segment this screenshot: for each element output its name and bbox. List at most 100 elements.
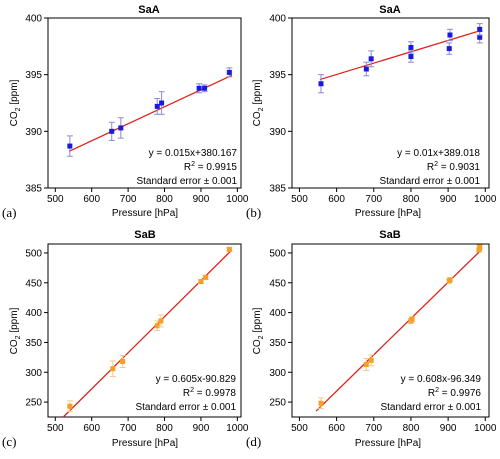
x-tick-label: 800 (403, 194, 420, 205)
data-point (159, 100, 165, 106)
y-tick-label: 450 (25, 278, 42, 289)
data-point (202, 85, 208, 91)
fit-equation: y = 0.015x+380.167 (149, 148, 238, 159)
y-tick-label: 350 (269, 338, 286, 349)
data-point (109, 128, 115, 134)
y-tick-label: 500 (25, 248, 42, 259)
x-tick-label: 1000 (474, 423, 497, 434)
x-tick-label: 800 (156, 423, 173, 434)
panel-label: (a) (2, 205, 16, 220)
data-point (318, 81, 324, 87)
data-point (477, 244, 483, 250)
fit-equation: y = 0.605x-90.829 (156, 374, 237, 385)
y-axis: 250 300 350 400 450 500 (269, 248, 292, 409)
fit-line-group (315, 249, 483, 412)
y-tick-label: 390 (269, 127, 286, 138)
x-tick-label: 700 (365, 194, 382, 205)
x-tick-label: 900 (193, 194, 210, 205)
data-point (226, 69, 232, 75)
panel-label: (b) (246, 205, 261, 220)
x-tick-label: 800 (403, 423, 420, 434)
x-tick-label: 1000 (226, 194, 249, 205)
r-squared: R2 = 0.9978 (183, 387, 237, 399)
y-axis: 250 300 350 400 450 500 (25, 248, 48, 409)
data-points (66, 246, 233, 413)
panel-title: SaA (138, 4, 159, 16)
y-axis-label: CO2 [ppm] (9, 79, 22, 126)
x-tick-label: 700 (120, 423, 137, 434)
x-tick-label: 1000 (226, 423, 249, 434)
x-tick-label: 500 (47, 194, 64, 205)
y-tick-label: 300 (25, 368, 42, 379)
y-axis: 385 390 395 400 (269, 14, 292, 195)
panel-title: SaB (379, 229, 400, 241)
standard-error: Standard error ± 0.001 (136, 176, 237, 187)
data-point (408, 44, 414, 50)
x-tick-label: 700 (365, 423, 382, 434)
y-tick-label: 400 (269, 308, 286, 319)
y-tick-label: 385 (25, 184, 42, 195)
x-axis-label: Pressure [hPa] (355, 208, 421, 219)
panel-a: SaA 500 600 700 800 900 1000 385 390 395 400 Pre… (2, 4, 249, 220)
y-tick-label: 250 (269, 398, 286, 409)
panel-label: (d) (246, 434, 261, 449)
data-point (67, 403, 73, 409)
x-tick-label: 600 (328, 423, 345, 434)
panel-c: SaB 500 600 700 800 900 1000 250 300 350 400 450 5… (2, 229, 249, 449)
data-point (409, 316, 415, 322)
y-tick-label: 300 (269, 368, 286, 379)
panel-title: SaA (379, 4, 400, 16)
r-squared: R2 = 0.9031 (427, 161, 481, 173)
data-point (363, 362, 369, 368)
y-axis: 385 390 395 400 (25, 14, 48, 195)
data-point (368, 56, 374, 62)
data-points (317, 23, 483, 94)
fit-equation: y = 0.608x-96.349 (401, 374, 482, 385)
standard-error: Standard error ± 0.001 (379, 176, 480, 187)
data-point (118, 125, 124, 131)
plot-frame (47, 243, 242, 418)
x-tick-label: 600 (83, 423, 100, 434)
x-tick-label: 500 (47, 423, 64, 434)
data-point (318, 400, 324, 406)
x-tick-label: 900 (193, 423, 210, 434)
fit-line (319, 29, 482, 81)
r-squared: R2 = 0.9915 (184, 161, 238, 173)
data-point (476, 247, 482, 253)
data-point (154, 103, 160, 109)
x-tick-label: 600 (328, 194, 345, 205)
panel-label: (c) (2, 434, 16, 449)
data-points (66, 67, 233, 157)
y-tick-label: 400 (25, 14, 42, 25)
y-tick-label: 395 (269, 70, 286, 81)
plot-frame (47, 17, 242, 189)
x-axis: 500 600 700 800 900 1000 (291, 188, 497, 205)
data-point (363, 66, 369, 72)
x-axis-label: Pressure [hPa] (112, 208, 178, 219)
y-tick-label: 250 (25, 398, 42, 409)
y-tick-label: 500 (269, 248, 286, 259)
data-points (317, 244, 483, 410)
data-point (477, 26, 483, 32)
y-tick-label: 350 (25, 338, 42, 349)
y-tick-label: 450 (269, 278, 286, 289)
x-axis-label: Pressure [hPa] (112, 438, 178, 449)
data-point (408, 54, 414, 60)
x-axis: 500 600 700 800 900 1000 (47, 188, 249, 205)
y-tick-label: 390 (25, 127, 42, 138)
y-tick-label: 395 (25, 70, 42, 81)
y-axis-label: CO2 [ppm] (252, 79, 265, 126)
fit-equation: y = 0.01x+389.018 (397, 148, 480, 159)
y-axis-label: CO2 [ppm] (9, 307, 22, 354)
data-point (158, 318, 164, 324)
x-tick-label: 700 (120, 194, 137, 205)
r-squared: R2 = 0.9976 (428, 387, 482, 399)
data-point (447, 32, 453, 38)
plot-frame (291, 17, 490, 189)
x-tick-label: 800 (156, 194, 173, 205)
x-tick-label: 500 (291, 423, 308, 434)
x-axis-label: Pressure [hPa] (355, 438, 421, 449)
data-point (446, 46, 452, 52)
